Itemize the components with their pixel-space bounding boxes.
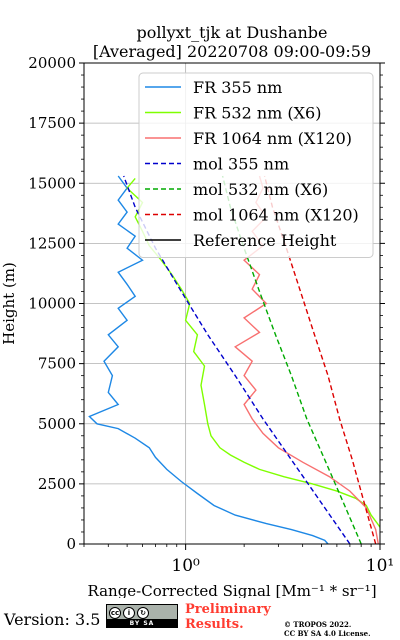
x-tick-label: 10¹ xyxy=(366,556,394,576)
legend-label: Reference Height xyxy=(193,231,337,250)
legend-label: FR 532 nm (X6) xyxy=(193,104,321,123)
sa-icon: ↻ xyxy=(137,606,149,619)
x-tick-label: 10⁰ xyxy=(171,556,200,576)
footer: Version: 3.5 cc i ↻ BY SA Preliminary Re… xyxy=(0,598,400,640)
y-tick-label: 17500 xyxy=(28,114,76,132)
version-label: Version: 3.5 xyxy=(4,610,101,629)
chart-title: pollyxt_tjk at Dushanbe xyxy=(136,23,327,42)
y-tick-label: 12500 xyxy=(28,234,76,252)
chart: pollyxt_tjk at Dushanbe[Averaged] 202207… xyxy=(0,23,394,598)
y-axis-label: Height (m) xyxy=(0,262,18,345)
copyright-note: © TROPOS 2022. CC BY SA 4.0 License. xyxy=(284,620,371,638)
y-tick-label: 0 xyxy=(66,535,76,553)
series-line xyxy=(88,175,329,545)
y-tick-label: 2500 xyxy=(38,475,76,493)
legend-box xyxy=(138,72,374,258)
legend-label: mol 1064 nm (X120) xyxy=(193,206,359,225)
y-tick-label: 7500 xyxy=(38,355,76,373)
y-tick-label: 5000 xyxy=(38,415,76,433)
cc-license-badge[interactable]: cc i ↻ BY SA xyxy=(106,604,178,628)
legend-label: FR 355 nm xyxy=(193,78,282,97)
by-icon: i xyxy=(123,606,135,619)
preliminary-results-note: Preliminary Results. xyxy=(185,602,271,632)
legend-label: mol 532 nm (X6) xyxy=(193,180,328,199)
cc-icon: cc xyxy=(109,606,121,619)
cc-badge-text: BY SA xyxy=(107,619,177,627)
y-tick-label: 10000 xyxy=(28,295,76,313)
x-axis-label: Range-Corrected Signal [Mm⁻¹ * sr⁻¹] xyxy=(87,582,376,598)
y-tick-label: 20000 xyxy=(28,54,76,72)
legend-label: mol 355 nm xyxy=(193,155,289,174)
legend-label: FR 1064 nm (X120) xyxy=(193,129,352,148)
chart-title: [Averaged] 20220708 09:00-09:59 xyxy=(93,42,371,61)
y-tick-label: 15000 xyxy=(28,174,76,192)
